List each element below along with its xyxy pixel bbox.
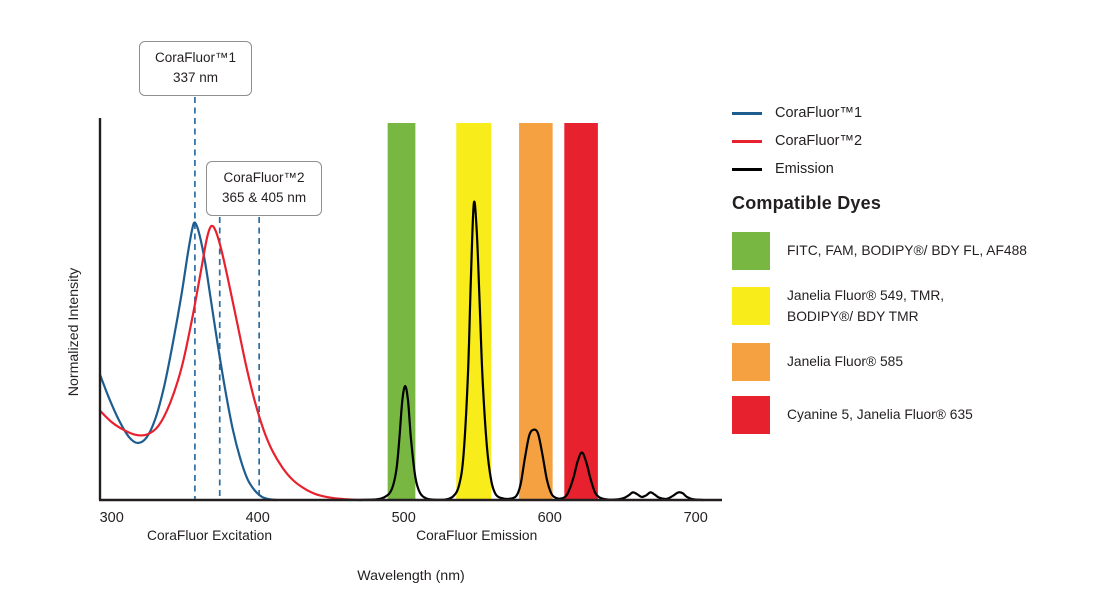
annotation-corafluor2: CoraFluor™2 365 & 405 nm xyxy=(206,161,323,216)
jf549-color-swatch xyxy=(732,287,770,326)
dye-label-cy5: Cyanine 5, Janelia Fluor® 635 xyxy=(787,407,973,423)
dye-label-fitc: FITC, FAM, BODIPY®/ BDY FL, AF488 xyxy=(787,243,1027,259)
x-tick-label: 400 xyxy=(246,510,270,526)
dye-item-cy5: Cyanine 5, Janelia Fluor® 635 xyxy=(732,395,1104,434)
dye-label-jf585: Janelia Fluor® 585 xyxy=(787,354,904,370)
band-cy5-jf635-band xyxy=(564,123,598,499)
dye-item-jf549: Janelia Fluor® 549, TMR, BODIPY®/ BDY TM… xyxy=(732,285,1104,328)
series-corafluor1-excitation xyxy=(98,221,278,502)
legend-label-corafluor2: CoraFluor™2 xyxy=(775,133,863,149)
x-tick-label: 300 xyxy=(100,510,124,526)
corafluor1-line-swatch xyxy=(732,111,762,115)
annotation-corafluor2-title: CoraFluor™2 xyxy=(223,170,305,185)
dye-item-fitc: FITC, FAM, BODIPY®/ BDY FL, AF488 xyxy=(732,232,1104,270)
emission-line-swatch xyxy=(732,167,762,171)
legend: CoraFluor™1 CoraFluor™2 Emission Compati… xyxy=(732,105,1104,449)
dye-item-jf585: Janelia Fluor® 585 xyxy=(732,342,1104,381)
x-tick-label: 500 xyxy=(392,510,416,526)
x-axis-sublabel: CoraFluor Excitation xyxy=(147,528,272,543)
x-axis-sublabel: CoraFluor Emission xyxy=(416,528,537,543)
legend-item-corafluor2: CoraFluor™2 xyxy=(732,133,1104,149)
x-tick-label: 600 xyxy=(538,510,562,526)
band-jf585-band xyxy=(519,123,553,499)
dye-label-jf549: Janelia Fluor® 549, TMR, BODIPY®/ BDY TM… xyxy=(787,288,945,325)
annotation-corafluor1: CoraFluor™1 337 nm xyxy=(139,41,253,96)
cy5-color-swatch xyxy=(732,395,770,434)
x-tick-label: 700 xyxy=(684,510,708,526)
legend-item-corafluor1: CoraFluor™1 xyxy=(732,105,1104,121)
fitc-color-swatch xyxy=(732,232,770,270)
jf585-color-swatch xyxy=(732,342,770,381)
legend-label-emission: Emission xyxy=(775,161,834,177)
y-axis-title: Normalized Intensity xyxy=(66,267,82,396)
annotation-corafluor1-title: CoraFluor™1 xyxy=(155,50,237,65)
series-emission xyxy=(358,200,705,502)
corafluor2-line-swatch xyxy=(732,139,762,143)
series-corafluor2-excitation xyxy=(98,224,361,502)
legend-item-emission: Emission xyxy=(732,161,1104,177)
compatible-dyes-heading: Compatible Dyes xyxy=(732,193,882,213)
legend-label-corafluor1: CoraFluor™1 xyxy=(775,105,863,121)
x-axis-title: Wavelength (nm) xyxy=(357,568,465,584)
annotation-corafluor1-value: 337 nm xyxy=(173,70,219,86)
annotation-corafluor2-value: 365 & 405 nm xyxy=(222,190,307,206)
